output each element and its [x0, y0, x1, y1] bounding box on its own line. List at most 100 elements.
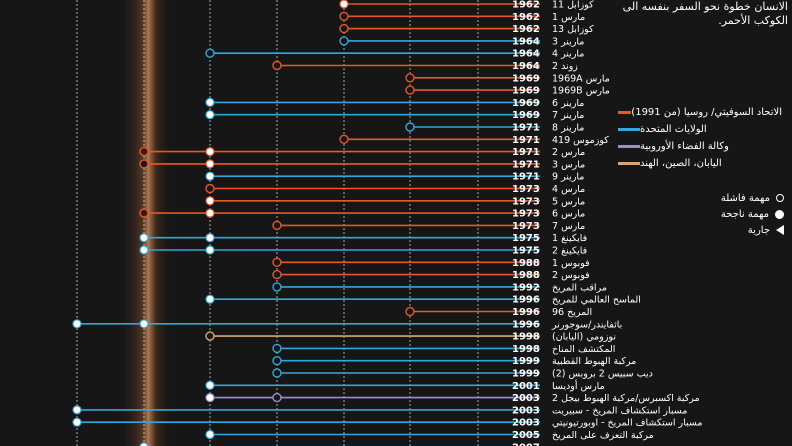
mission-name: مارينر 9: [552, 172, 584, 183]
mission-marker-ok: [72, 417, 82, 427]
legend-entry-usa: الولايات المتحدة: [618, 121, 788, 138]
filled-circle-icon: [775, 209, 784, 219]
mission-name: كوزابل 11: [552, 0, 594, 11]
mission-marker-fail: [339, 36, 349, 46]
mission-marker-fail: [205, 331, 215, 341]
mission-marker-fail: [405, 73, 415, 83]
mission-name: مارس 1: [552, 12, 585, 23]
mission-marker-fail: [339, 23, 349, 34]
mission-name: مارس 4: [552, 184, 585, 195]
mission-row: 1969 مارس 1969A: [405, 73, 610, 84]
mission-row: 1971 مارس 2: [139, 146, 585, 158]
mission-name: المكتشف المناخ: [552, 344, 615, 355]
mission-marker-fail: [405, 306, 415, 317]
mission-row: 1964 مارينر 3: [339, 36, 584, 47]
legend-label-esa: وكالة الفضاء الأوروبية: [640, 141, 729, 152]
mission-name: فايكينغ 1: [552, 233, 587, 244]
mission-marker-fail: [272, 220, 282, 231]
mission-marker-ok: [205, 171, 215, 181]
mission-marker-ok: [205, 208, 215, 218]
mission-year: 2005: [512, 430, 540, 441]
mission-row: 1969 مارينر 6: [205, 97, 584, 109]
mission-name: فوبوس 2: [552, 270, 590, 281]
mission-row: 1988 فوبوس 2: [272, 269, 590, 281]
mission-marker-fail: [205, 183, 215, 194]
mission-row: 1973 مارس 6: [139, 208, 585, 220]
mission-marker-ok: [139, 245, 149, 255]
mission-name: مركبة اكسبرس/مركبة الهبوط بيجل 2: [552, 393, 700, 404]
mission-year: 1975: [512, 233, 540, 244]
mission-name: مارس أوديسا: [552, 379, 605, 392]
mission-year: 1962: [512, 12, 540, 23]
mission-year: 1998: [512, 344, 540, 355]
mission-marker-ok: [205, 233, 215, 243]
mission-year: 1973: [512, 196, 540, 207]
mission-marker-ok: [139, 319, 149, 329]
mission-name: مارس 1969A: [552, 73, 610, 84]
mission-name: مارينر 6: [552, 98, 584, 109]
mission-year: 1971: [512, 172, 540, 183]
mission-marker-fail-filled: [139, 208, 149, 218]
mission-row: 1969 مارينر 7: [205, 110, 584, 121]
mission-year: 1964: [512, 61, 540, 72]
mission-marker-ok: [205, 245, 215, 255]
legend-swatch-esa: [618, 145, 640, 148]
mission-name: كوزابل 13: [552, 24, 594, 35]
mission-marker-ok: [205, 97, 215, 108]
mission-row: 1973 مارس 4: [205, 183, 585, 195]
mission-row: 2003 مسبار استكشاف المريخ - اوبورتيونيتي: [72, 417, 702, 429]
mission-year: 1988: [512, 258, 540, 269]
mission-marker-ok: [139, 233, 149, 243]
mission-row: 1962 كوزابل 13: [339, 23, 594, 35]
mission-marker-ok: [205, 196, 215, 206]
mission-marker-fail: [339, 134, 349, 145]
mission-name: زوند 2: [552, 61, 578, 72]
mission-year: 1996: [512, 295, 540, 306]
mission-row: 2003 مسبار استكشاف المريخ - سبيريت: [72, 405, 687, 416]
mission-year: 1996: [512, 319, 540, 330]
mission-row: 1998 نوزومي (اليابان): [205, 331, 616, 343]
legend-swatch-usa: [618, 128, 640, 131]
mission-name: مارينر 4: [552, 49, 584, 60]
legend: الاتحاد السوفيتي/ روسيا (من 1991) الولاي…: [618, 104, 788, 238]
mission-marker-ok: [72, 405, 82, 415]
mission-year: 1999: [512, 369, 540, 380]
mission-name: مارس 3: [552, 159, 585, 170]
mission-marker-ok: [339, 0, 349, 9]
mission-name: مارس 6: [552, 209, 585, 220]
legend-ongoing-label: جارية: [747, 224, 770, 236]
triangle-left-icon: [776, 225, 784, 235]
mission-row: 1999 ديب سبيس 2 بروبس (2): [272, 368, 653, 380]
mission-year: 1971: [512, 147, 540, 158]
legend-label-asia: اليابان، الصين، الهند: [640, 158, 722, 169]
mission-name: فايكينغ 2: [552, 246, 587, 257]
mission-year: 2007: [512, 442, 540, 446]
legend-label-ussr: الاتحاد السوفيتي/ روسيا (من 1991): [631, 107, 782, 118]
mission-marker-fail: [272, 392, 282, 403]
mission-year: 1969: [512, 86, 540, 97]
legend-success: مهمة ناجحة: [618, 206, 788, 222]
mission-year: 2001: [512, 381, 540, 392]
mission-name: باثفايندر/سوجورنر: [551, 319, 622, 330]
mission-year: 1962: [512, 0, 540, 11]
mission-row: 1962 كوزابل 11: [339, 0, 594, 11]
mission-row: 1996 الماسح العالمي للمريخ: [205, 294, 641, 306]
mission-year: 2003: [512, 405, 540, 416]
mission-row: 1996 باثفايندر/سوجورنر: [72, 319, 622, 330]
mission-name: المريخ 96: [552, 307, 592, 318]
legend-entry-esa: وكالة الفضاء الأوروبية: [618, 138, 788, 155]
mission-marker-fail-filled: [139, 146, 149, 157]
mission-name: الماسح العالمي للمريخ: [552, 295, 641, 306]
mars-limb-glow: [118, 0, 173, 446]
mission-year: 1969: [512, 73, 540, 84]
mission-row: 1969 مارس 1969B: [405, 85, 610, 97]
mission-row: 2001 مارس أوديسا: [205, 379, 605, 392]
mission-row: 1962 مارس 1: [339, 11, 585, 23]
mission-name: مراقب المريخ: [552, 282, 607, 293]
mission-marker-fail: [272, 257, 282, 267]
mission-marker-fail: [339, 11, 349, 21]
mission-row: 2003 مركبة اكسبرس/مركبة الهبوط بيجل 2: [205, 392, 700, 404]
mission-row: 1971 مارس 3: [139, 159, 585, 170]
mission-name: مركبة الهبوط القطبية: [552, 356, 636, 367]
mission-marker-fail: [272, 368, 282, 378]
